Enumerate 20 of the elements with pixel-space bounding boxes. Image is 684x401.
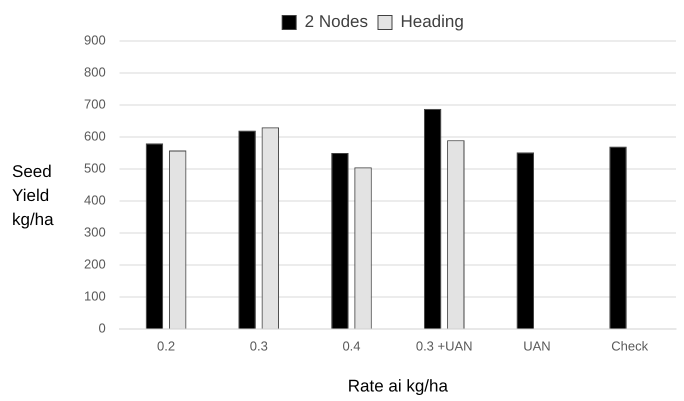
y-axis-title: Seed Yield kg/ha <box>12 161 55 231</box>
x-tick-label: 0.3 +UAN <box>416 338 473 354</box>
x-tick-label: 0.4 <box>342 338 361 354</box>
x-axis-title: Rate ai kg/ha <box>348 376 448 396</box>
legend-label: Heading <box>400 12 464 32</box>
y-tick-label: 700 <box>84 96 106 112</box>
x-tick-label: Check <box>611 338 649 354</box>
y-tick-label: 600 <box>84 128 106 144</box>
x-tick-label: 0.3 <box>250 338 268 354</box>
y-tick-label: 200 <box>84 256 106 272</box>
y-tick-label: 300 <box>84 224 106 240</box>
x-tick-label: 0.2 <box>157 338 176 354</box>
y-tick-label: 400 <box>84 192 106 208</box>
y-tick-label: 500 <box>84 160 106 176</box>
y-tick-label: 0 <box>98 320 106 336</box>
y-tick-label: 100 <box>84 288 106 304</box>
legend-label: 2 Nodes <box>304 12 368 32</box>
x-tick-label: UAN <box>523 338 551 354</box>
y-tick-label: 800 <box>84 64 106 80</box>
y-tick-label: 900 <box>84 32 106 48</box>
